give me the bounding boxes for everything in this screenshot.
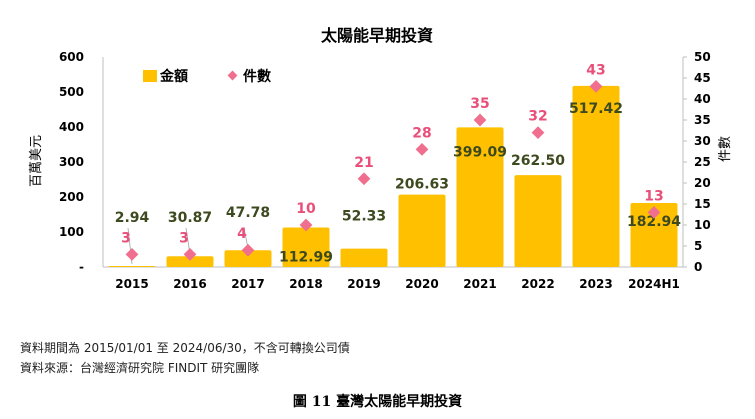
count-value-label: 10	[296, 201, 316, 217]
right-axis-tick-label: 35	[694, 113, 711, 127]
bar-value-label: 112.99	[279, 249, 333, 265]
legend-bar-swatch	[143, 70, 157, 82]
count-marker-2020	[415, 143, 429, 156]
count-marker-2016	[183, 248, 197, 261]
chart: 太陽能早期投資-10020030040050060005101520253035…	[29, 26, 733, 291]
x-axis-tick-label: 2022	[521, 277, 554, 291]
bar-2022	[514, 175, 562, 267]
count-value-label: 28	[412, 125, 431, 141]
count-value-label: 13	[644, 188, 663, 204]
left-axis-tick-label: 300	[59, 155, 84, 169]
legend-marker-swatch	[227, 70, 238, 81]
right-axis-tick-label: 10	[694, 218, 711, 232]
figure-caption: 圖 11 臺灣太陽能早期投資	[292, 394, 463, 410]
x-axis-tick-label: 2020	[405, 277, 438, 291]
data-period-note: 資料期間為 2015/01/01 至 2024/06/30，不含可轉換公司債	[20, 341, 350, 355]
right-axis-title: 件數	[718, 136, 733, 162]
count-value-label: 21	[354, 155, 373, 171]
bar-value-label: 30.87	[168, 210, 212, 226]
left-axis-tick-label: 200	[59, 190, 84, 204]
right-axis-tick-label: 5	[694, 239, 702, 253]
x-axis-tick-label: 2017	[231, 277, 264, 291]
right-axis-tick-label: 15	[694, 197, 711, 211]
bar-2023	[572, 85, 620, 267]
bar-value-label: 47.78	[226, 205, 270, 221]
left-axis-tick-label: -	[79, 260, 84, 274]
right-axis-tick-label: 45	[694, 71, 711, 85]
left-axis-title: 百萬美元	[29, 135, 44, 187]
count-marker-2021	[473, 113, 487, 127]
left-axis-tick-label: 500	[59, 85, 84, 99]
bar-2016	[166, 256, 214, 267]
count-marker-2019	[357, 172, 371, 186]
left-axis-tick-label: 400	[59, 120, 84, 134]
x-axis-tick-label: 2021	[463, 277, 496, 291]
count-value-label: 35	[470, 96, 489, 112]
count-value-label: 43	[586, 62, 605, 78]
count-value-label: 32	[528, 109, 547, 125]
bar-value-label: 399.09	[453, 144, 507, 160]
bar-value-label: 2.94	[115, 210, 150, 226]
left-axis-tick-label: 600	[59, 50, 84, 64]
right-axis-tick-label: 40	[694, 92, 711, 106]
bar-2018	[282, 227, 330, 267]
count-marker-2017	[241, 243, 255, 257]
bar-value-label: 52.33	[342, 209, 386, 225]
right-axis-tick-label: 0	[694, 260, 702, 274]
right-axis-tick-label: 25	[694, 155, 711, 169]
x-axis-tick-label: 2016	[173, 277, 206, 291]
x-axis-tick-label: 2023	[579, 277, 612, 291]
right-axis-tick-label: 20	[694, 176, 711, 190]
left-axis-tick-label: 100	[59, 225, 84, 239]
bar-2017	[224, 250, 272, 267]
count-marker-2015	[125, 248, 139, 261]
bar-value-label: 517.42	[569, 101, 623, 117]
count-marker-2018	[299, 218, 313, 232]
bar-value-label: 182.94	[627, 214, 681, 230]
count-marker-2022	[531, 126, 545, 139]
x-axis-tick-label: 2024H1	[628, 277, 680, 291]
bar-2024H1	[630, 202, 678, 267]
x-axis-tick-label: 2015	[115, 277, 148, 291]
x-axis-tick-label: 2018	[289, 277, 322, 291]
bar-2021	[456, 127, 504, 267]
bar-2019	[340, 248, 388, 267]
x-axis-tick-label: 2019	[347, 277, 380, 291]
right-axis-tick-label: 30	[694, 134, 711, 148]
data-source-note: 資料來源：台灣經濟研究院 FINDIT 研究團隊	[20, 361, 260, 375]
count-value-label: 4	[237, 226, 247, 242]
bar-2015	[108, 265, 156, 267]
count-value-label: 3	[121, 230, 131, 246]
bar-value-label: 262.50	[511, 153, 565, 169]
legend-marker-label: 件數	[243, 68, 271, 85]
bar-value-label: 206.63	[395, 177, 449, 193]
count-value-label: 3	[179, 230, 189, 246]
bar-2020	[398, 194, 446, 267]
chart-title: 太陽能早期投資	[320, 26, 433, 45]
legend-bar-label: 金額	[159, 68, 188, 85]
right-axis-tick-label: 50	[694, 50, 711, 64]
